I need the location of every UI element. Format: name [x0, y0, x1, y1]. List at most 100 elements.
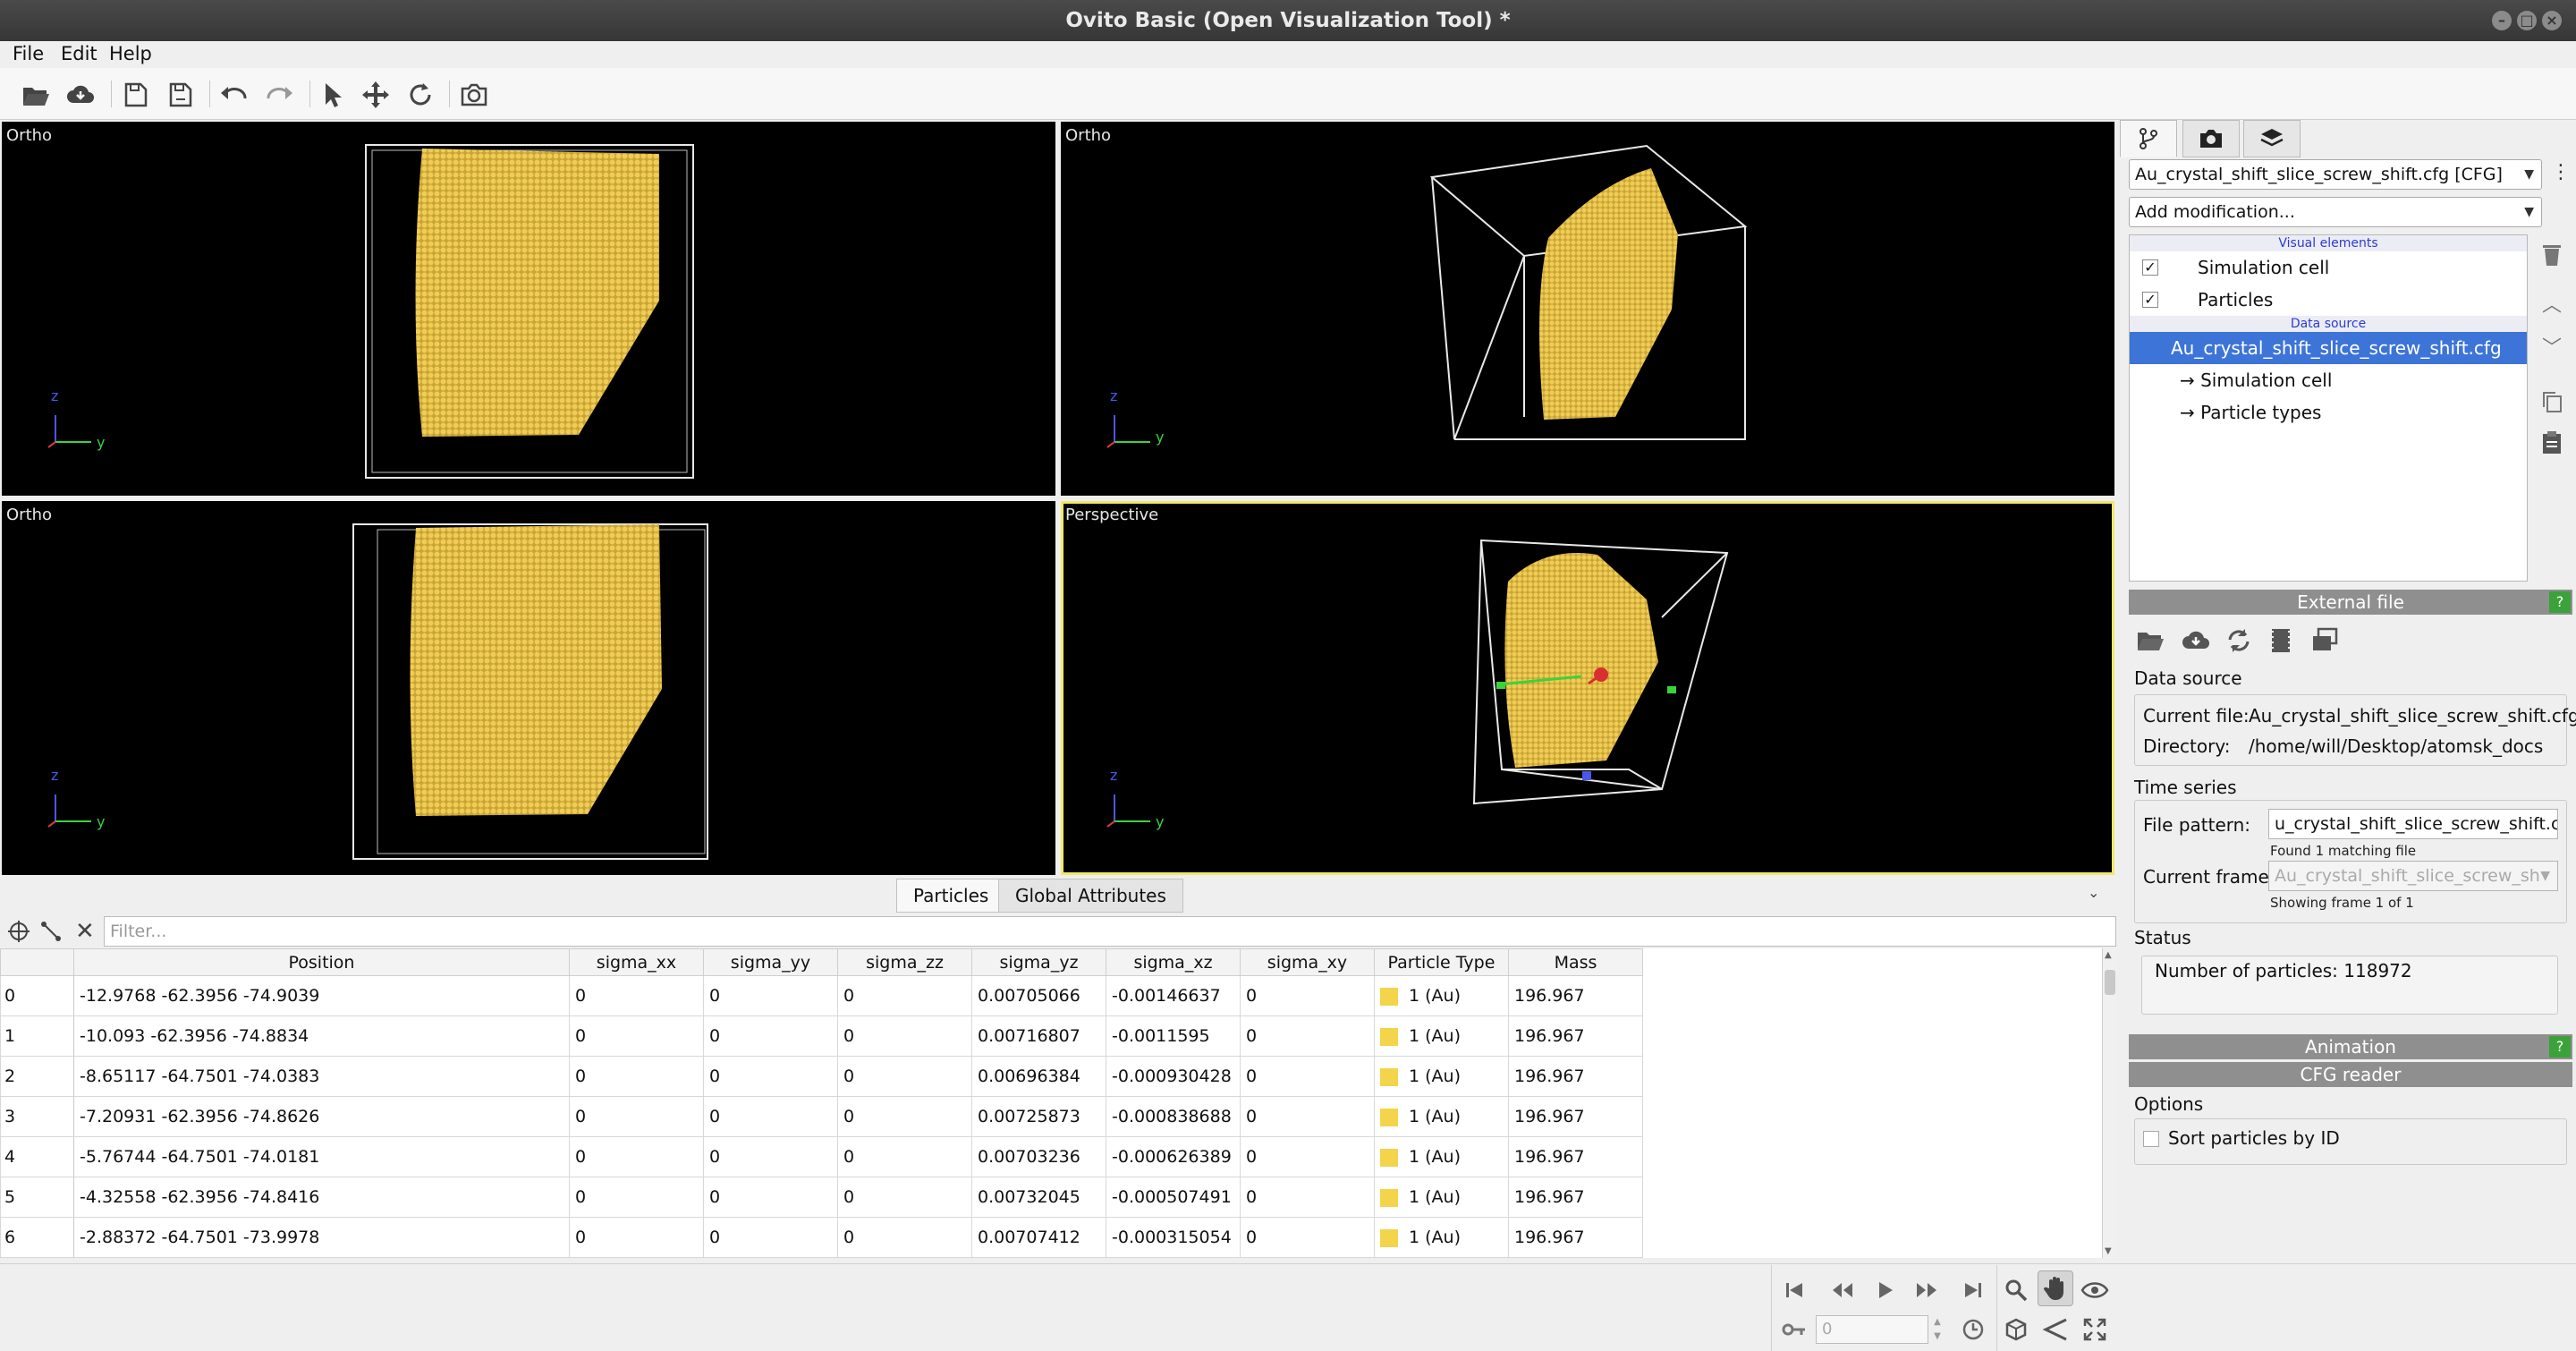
file-pattern-input[interactable]: u_crystal_shift_slice_screw_shift.cfg [2268, 809, 2558, 839]
viewport-label[interactable]: Ortho [6, 506, 53, 524]
table-row[interactable]: 1 -10.093 -62.3956 -74.8834 0 0 0 0.00716807-… [0, 1015, 1643, 1057]
checkbox[interactable]: ✓ [2142, 259, 2158, 276]
select-mode-icon[interactable] [317, 79, 349, 111]
table-row[interactable]: 4 -5.76744 -64.7501 -74.0181 0 0 0 0.00703236… [0, 1136, 1643, 1177]
pipeline-selector[interactable]: Au_crystal_shift_slice_screw_shift.cfg [… [2129, 159, 2542, 190]
viewport-label[interactable]: Ortho [6, 126, 53, 145]
measure-distance-icon[interactable] [39, 920, 63, 947]
column-header[interactable]: sigma_xz [1106, 948, 1241, 976]
table-row[interactable]: 5 -4.32558 -62.3956 -74.8416 0 0 0 0.00732045… [0, 1177, 1643, 1218]
orbit-camera-icon[interactable] [2077, 1272, 2113, 1308]
external-file-rollout-title[interactable]: External file ? [2129, 590, 2572, 615]
reload-icon[interactable] [2225, 627, 2252, 658]
menu-edit[interactable]: Edit [61, 43, 97, 64]
current-frame-dropdown[interactable]: Au_crystal_shift_slice_screw_sh ▼ [2268, 861, 2558, 891]
copy-icon[interactable] [2537, 387, 2567, 417]
table-row[interactable]: 6 -2.88372 -64.7501 -73.9978 0 0 0 0.00707412… [0, 1217, 1643, 1258]
table-cell: 0.00732045 [971, 1177, 1106, 1218]
save-session-icon[interactable] [120, 79, 152, 111]
tab-pipeline[interactable] [2120, 120, 2177, 157]
table-row[interactable]: 3 -7.20931 -62.3956 -74.8626 0 0 0 0.00725873… [0, 1096, 1643, 1137]
move-down-icon[interactable]: ﹀ [2541, 337, 2562, 360]
column-header[interactable]: Particle Type [1374, 948, 1509, 976]
animation-rollout-title[interactable]: Animation ? [2129, 1034, 2572, 1059]
crosshair-icon[interactable] [7, 920, 30, 947]
save-session-as-icon[interactable] [165, 79, 197, 111]
help-button[interactable]: ? [2549, 1036, 2571, 1058]
maximize-icon[interactable]: □ [2517, 11, 2537, 30]
spinner-arrows-icon[interactable]: ▲ ▼ [1934, 1317, 1941, 1341]
help-button[interactable]: ? [2549, 591, 2571, 613]
add-modification-dropdown[interactable]: Add modification... ▼ [2129, 197, 2542, 227]
pan-icon[interactable] [2038, 1270, 2073, 1306]
table-cell: 0 [837, 1096, 972, 1137]
viewport-label[interactable]: Ortho [1065, 126, 1112, 145]
tab-global-attributes[interactable]: Global Attributes [998, 879, 1183, 913]
table-cell: 0.00725873 [971, 1096, 1106, 1137]
tab-render[interactable] [2182, 120, 2240, 157]
menu-help[interactable]: Help [109, 43, 152, 64]
move-mode-icon[interactable] [360, 79, 392, 111]
column-header-index [0, 948, 74, 976]
column-header[interactable]: sigma_xy [1240, 948, 1375, 976]
particle-type-label: 1 (Au) [1409, 1107, 1461, 1126]
tab-particles[interactable]: Particles [896, 879, 1006, 913]
frame-spinner[interactable]: 0 [1816, 1315, 1928, 1344]
filter-input[interactable]: Filter... [104, 916, 2116, 947]
menu-file[interactable]: File [13, 43, 45, 64]
column-header[interactable]: sigma_yz [971, 948, 1106, 976]
multiple-pipelines-icon[interactable] [2311, 627, 2338, 656]
animation-frames-icon[interactable] [2268, 627, 2293, 658]
next-frame-icon[interactable] [1909, 1272, 1945, 1308]
maximize-viewport-icon[interactable] [2077, 1312, 2113, 1347]
table-scrollbar[interactable]: ▲ ▼ [2102, 948, 2116, 1258]
tab-overlays[interactable] [2243, 120, 2301, 157]
auto-key-icon[interactable] [1776, 1312, 1812, 1347]
move-up-icon[interactable]: ︿ [2541, 294, 2562, 317]
field-of-view-icon[interactable] [2038, 1312, 2073, 1347]
clipboard-icon[interactable] [2537, 428, 2567, 458]
play-icon[interactable] [1868, 1272, 1903, 1308]
pipeline-subitem-simulation-cell[interactable]: → Simulation cell [2130, 364, 2527, 396]
redo-icon[interactable] [263, 79, 295, 111]
previous-frame-icon[interactable] [1825, 1272, 1860, 1308]
zoom-icon[interactable] [1998, 1272, 2034, 1308]
viewport-perspective[interactable]: Perspective z y [1061, 501, 2114, 875]
table-row[interactable]: 0 -12.9768 -62.3956 -74.9039 0 0 0 0.00705066… [0, 975, 1643, 1016]
column-header[interactable]: Position [73, 948, 570, 976]
clear-selection-icon[interactable]: ✕ [75, 918, 95, 945]
delete-icon[interactable] [2537, 240, 2567, 270]
viewport-label[interactable]: Perspective [1065, 506, 1159, 524]
viewport-ortho-top-left[interactable]: Ortho z y [2, 122, 1055, 496]
column-header[interactable]: sigma_xx [569, 948, 704, 976]
close-icon[interactable]: × [2542, 11, 2562, 30]
pipeline-subitem-particle-types[interactable]: → Particle types [2130, 396, 2527, 429]
download-cloud-icon[interactable] [64, 79, 97, 111]
jump-to-start-icon[interactable] [1776, 1272, 1812, 1308]
pipeline-item-simulation-cell[interactable]: ✓ Simulation cell [2130, 251, 2527, 284]
pick-orbit-center-icon[interactable] [1998, 1312, 2034, 1347]
more-options-icon[interactable]: ⋮ [2551, 161, 2571, 183]
table-cell: 0 [703, 1015, 838, 1057]
minimize-icon[interactable]: – [2492, 11, 2512, 30]
checkbox[interactable]: ✓ [2142, 292, 2158, 308]
column-header[interactable]: Mass [1508, 948, 1643, 976]
pipeline-item-data-source[interactable]: Au_crystal_shift_slice_screw_shift.cfg [… [2130, 332, 2527, 391]
sort-particles-checkbox[interactable] [2143, 1131, 2159, 1147]
viewport-ortho-bottom-left[interactable]: Ortho z y [2, 501, 1055, 875]
pipeline-item-particles[interactable]: ✓ Particles [2130, 284, 2527, 316]
pick-remote-file-icon[interactable] [2181, 629, 2211, 656]
open-file-icon[interactable] [20, 79, 52, 111]
rotate-mode-icon[interactable] [404, 79, 436, 111]
render-camera-icon[interactable] [458, 79, 490, 111]
jump-to-end-icon[interactable] [1955, 1272, 1991, 1308]
collapse-inspector-icon[interactable]: ⌄ [2088, 884, 2100, 901]
table-row[interactable]: 2 -8.65117 -64.7501 -74.0383 0 0 0 0.00696384… [0, 1056, 1643, 1097]
viewport-ortho-top-right[interactable]: Ortho z y [1061, 122, 2114, 496]
undo-icon[interactable] [218, 79, 250, 111]
column-header[interactable]: sigma_yy [703, 948, 838, 976]
pick-file-icon[interactable] [2136, 627, 2165, 656]
cfg-reader-rollout-title[interactable]: CFG reader [2129, 1062, 2572, 1087]
animation-settings-icon[interactable] [1955, 1312, 1991, 1347]
column-header[interactable]: sigma_zz [837, 948, 972, 976]
